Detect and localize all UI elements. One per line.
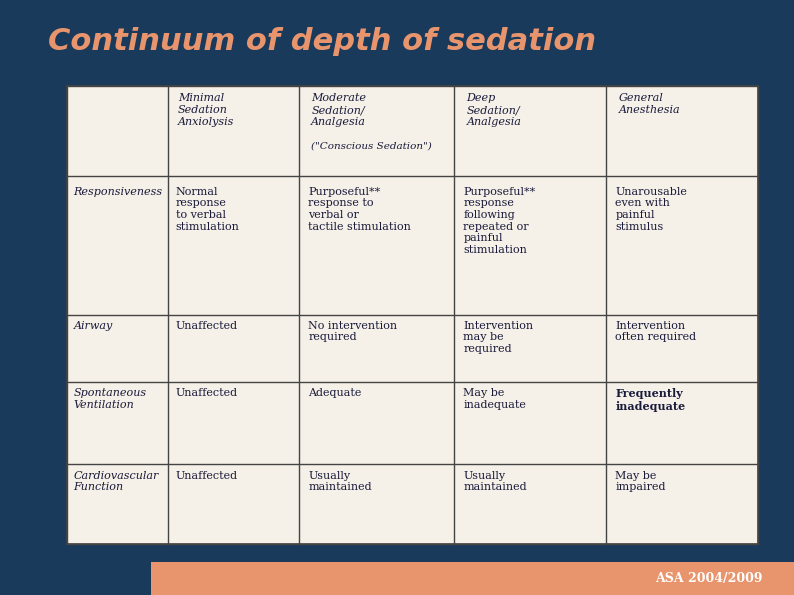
Text: Purposeful**
response
following
repeated or
painful
stimulation: Purposeful** response following repeated… — [464, 187, 536, 255]
Text: Unaffected: Unaffected — [175, 321, 237, 331]
Bar — [67, 86, 758, 544]
Text: Purposeful**
response to
verbal or
tactile stimulation: Purposeful** response to verbal or tacti… — [308, 187, 411, 231]
Text: Unaffected: Unaffected — [175, 471, 237, 481]
Text: Usually
maintained: Usually maintained — [308, 471, 372, 492]
Text: ("Conscious Sedation"): ("Conscious Sedation") — [311, 142, 432, 151]
Text: Continuum of depth of sedation: Continuum of depth of sedation — [48, 27, 596, 56]
Text: General
Anesthesia: General Anesthesia — [619, 93, 680, 115]
Text: Deep
Sedation/
Analgesia: Deep Sedation/ Analgesia — [467, 93, 522, 127]
Text: Intervention
may be
required: Intervention may be required — [464, 321, 534, 354]
Text: Frequently
inadequate: Frequently inadequate — [615, 389, 685, 412]
Text: Unarousable
even with
painful
stimulus: Unarousable even with painful stimulus — [615, 187, 688, 231]
Text: Unaffected: Unaffected — [175, 389, 237, 399]
Text: Adequate: Adequate — [308, 389, 361, 399]
Text: No intervention
required: No intervention required — [308, 321, 397, 342]
Text: Cardiovascular
Function: Cardiovascular Function — [74, 471, 159, 492]
Text: May be
impaired: May be impaired — [615, 471, 666, 492]
Text: Spontaneous
Ventilation: Spontaneous Ventilation — [74, 389, 147, 410]
Text: Minimal
Sedation
Anxiolysis: Minimal Sedation Anxiolysis — [178, 93, 234, 127]
Text: Responsiveness: Responsiveness — [74, 187, 163, 197]
Text: ASA 2004/2009: ASA 2004/2009 — [655, 572, 762, 585]
Text: May be
inadequate: May be inadequate — [464, 389, 526, 410]
Text: Usually
maintained: Usually maintained — [464, 471, 527, 492]
Text: Airway: Airway — [74, 321, 113, 331]
Text: Normal
response
to verbal
stimulation: Normal response to verbal stimulation — [175, 187, 240, 231]
Text: Moderate
Sedation/
Analgesia: Moderate Sedation/ Analgesia — [311, 93, 366, 127]
Bar — [151, 562, 794, 595]
Text: Intervention
often required: Intervention often required — [615, 321, 696, 342]
